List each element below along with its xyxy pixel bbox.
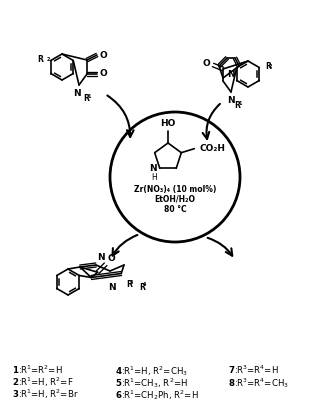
Text: $\mathbf{8}$:R$^3$=R$^4$=CH$_3$: $\mathbf{8}$:R$^3$=R$^4$=CH$_3$ xyxy=(228,376,289,390)
Text: N: N xyxy=(227,96,235,105)
Text: CO₂H: CO₂H xyxy=(199,144,225,153)
Text: $\mathbf{5}$:R$^1$=CH$_3$, R$^2$=H: $\mathbf{5}$:R$^1$=CH$_3$, R$^2$=H xyxy=(115,376,188,390)
Text: 3: 3 xyxy=(130,280,133,285)
FancyArrowPatch shape xyxy=(113,235,137,255)
Text: $\mathbf{1}$:R$^1$=R$^2$=H: $\mathbf{1}$:R$^1$=R$^2$=H xyxy=(12,364,63,377)
Text: H: H xyxy=(151,173,157,183)
Text: O: O xyxy=(108,254,115,263)
Text: $\mathbf{7}$:R$^3$=R$^4$=H: $\mathbf{7}$:R$^3$=R$^4$=H xyxy=(228,364,279,377)
Text: R: R xyxy=(126,280,132,289)
Text: 80 °C: 80 °C xyxy=(164,204,186,213)
Text: R: R xyxy=(83,94,89,103)
Text: N: N xyxy=(108,283,116,292)
Text: R: R xyxy=(265,61,271,70)
Text: $\mathbf{4}$:R$^1$=H, R$^2$=CH$_3$: $\mathbf{4}$:R$^1$=H, R$^2$=CH$_3$ xyxy=(115,364,188,378)
FancyArrowPatch shape xyxy=(107,96,133,137)
Text: O: O xyxy=(99,51,107,59)
Text: O: O xyxy=(202,59,210,68)
Text: EtOH/H₂O: EtOH/H₂O xyxy=(154,194,195,204)
FancyArrowPatch shape xyxy=(208,238,232,256)
Text: 1: 1 xyxy=(238,101,241,106)
Text: R: R xyxy=(37,54,43,63)
Text: $\mathbf{6}$:R$^1$=CH$_2$Ph, R$^2$=H: $\mathbf{6}$:R$^1$=CH$_2$Ph, R$^2$=H xyxy=(115,388,199,402)
Text: 2: 2 xyxy=(47,57,51,62)
Text: N: N xyxy=(227,70,235,79)
Text: 1: 1 xyxy=(87,94,91,99)
Text: Zr(NO₃)₄ (10 mol%): Zr(NO₃)₄ (10 mol%) xyxy=(134,185,216,194)
Text: 2: 2 xyxy=(269,64,272,69)
Text: O: O xyxy=(99,68,107,77)
Text: $\mathbf{3}$:R$^1$=H, R$^2$=Br: $\mathbf{3}$:R$^1$=H, R$^2$=Br xyxy=(12,388,79,401)
Text: N: N xyxy=(97,253,105,262)
Text: R: R xyxy=(139,283,145,292)
Text: N: N xyxy=(73,89,81,98)
FancyArrowPatch shape xyxy=(203,104,220,139)
Text: R: R xyxy=(234,101,240,110)
Text: N: N xyxy=(149,164,157,173)
Text: 4: 4 xyxy=(143,283,147,288)
Text: HO: HO xyxy=(160,119,176,128)
Text: $\mathbf{2}$:R$^1$=H, R$^2$=F: $\mathbf{2}$:R$^1$=H, R$^2$=F xyxy=(12,376,73,389)
